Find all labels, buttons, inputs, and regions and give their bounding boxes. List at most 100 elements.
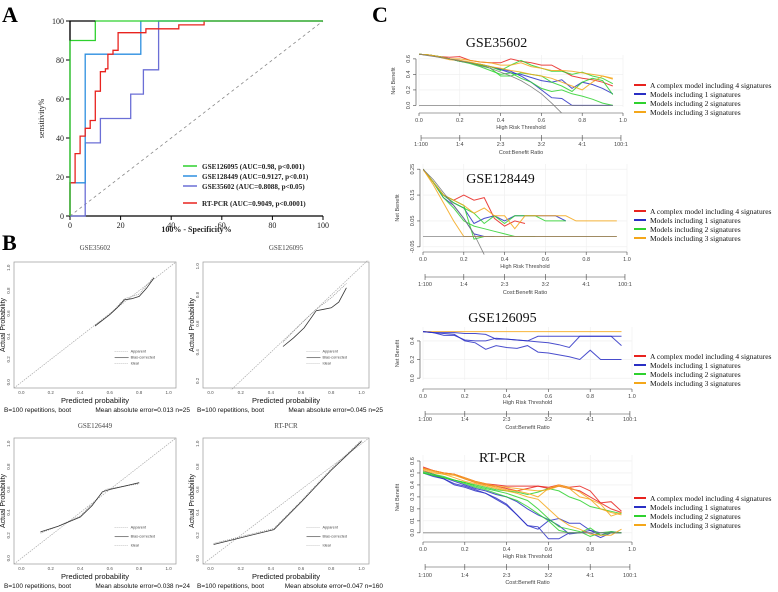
cost-tick-label: 2:3 bbox=[503, 417, 511, 423]
cost-tick-label: 1:100 bbox=[418, 417, 432, 423]
x-tick-label: 40 bbox=[167, 221, 175, 230]
x-tick-label: 1.0 bbox=[358, 566, 365, 571]
y-tick-label: 0.2 bbox=[6, 356, 11, 363]
decision-curve bbox=[419, 53, 613, 106]
x-tick-label: 0.8 bbox=[136, 566, 143, 571]
x-tick-label: 0.8 bbox=[586, 547, 594, 553]
calibration-lines bbox=[230, 260, 369, 390]
x-tick-label: 0.2 bbox=[456, 118, 464, 124]
x-axis-label: High Risk Threshold bbox=[496, 125, 545, 131]
x-tick-label: 0.2 bbox=[238, 566, 245, 571]
panel-label-b: B bbox=[2, 230, 17, 255]
apparent-line bbox=[40, 483, 140, 534]
x-tick-label: 0.4 bbox=[77, 390, 84, 395]
y-axis-label: Net Benefit bbox=[395, 194, 401, 222]
decision-curves bbox=[423, 466, 622, 540]
x-axis-label: Predicted probability bbox=[61, 572, 129, 581]
legend-label: Models including 3 signatures bbox=[650, 108, 741, 117]
y-tick-label: 0.6 bbox=[406, 55, 412, 63]
caption-left: B=100 repetitions, boot bbox=[197, 583, 264, 590]
bias-corrected-line bbox=[94, 277, 155, 327]
y-axis-label: Net Benefit bbox=[395, 339, 401, 367]
y-tick-label: 1.0 bbox=[6, 264, 11, 271]
x-tick-label: 0.4 bbox=[503, 547, 511, 553]
x-tick-label: 20 bbox=[117, 221, 125, 230]
y-tick-label: 0.2 bbox=[195, 532, 200, 539]
plot-frame bbox=[13, 261, 177, 389]
legend-label: Models including 3 signatures bbox=[650, 234, 741, 243]
cost-axis-label: Cost:Benefit Ratio bbox=[505, 425, 549, 431]
legend-label: GSE126095 (AUC=0.98, p<0.001) bbox=[202, 163, 305, 171]
chart-title: GSE128449 bbox=[466, 172, 534, 187]
decision-curves bbox=[419, 53, 614, 113]
chart-title: GSE35602 bbox=[466, 36, 527, 51]
x-tick-label: 0.8 bbox=[136, 390, 143, 395]
cost-tick-label: 2:3 bbox=[503, 573, 511, 579]
x-tick-label: 0.8 bbox=[582, 257, 590, 263]
legend-label: Models including 1 signatures bbox=[650, 503, 741, 512]
roc-curve bbox=[69, 20, 323, 216]
caption-right: Mean absolute error=0.047 n=160 bbox=[285, 583, 384, 590]
calibration-lines bbox=[203, 437, 369, 565]
decision-curve bbox=[423, 468, 622, 517]
x-axis-label: Predicted probability bbox=[252, 396, 320, 405]
decision-curves bbox=[423, 331, 622, 361]
legend-label: Bias-corrected bbox=[323, 356, 347, 360]
chart-title: GSE126449 bbox=[78, 422, 113, 430]
decision-curve bbox=[423, 168, 617, 230]
cost-tick-label: 3:2 bbox=[545, 573, 553, 579]
chart-title: RT-PCR bbox=[274, 422, 298, 430]
y-tick-label: 0.2 bbox=[195, 377, 200, 384]
y-tick-label: 0.6 bbox=[6, 310, 11, 317]
legend-label: Ideal bbox=[131, 544, 139, 548]
cost-tick-label: 100:1 bbox=[623, 417, 637, 423]
x-tick-label: 1.0 bbox=[623, 257, 631, 263]
legend-label: Models including 1 signatures bbox=[650, 361, 741, 370]
x-tick-label: 1.0 bbox=[358, 390, 365, 395]
y-tick-label: 01 bbox=[410, 518, 416, 524]
x-tick-label: 0.4 bbox=[503, 394, 511, 400]
x-axis-label: 100% - Specificity% bbox=[161, 225, 231, 234]
y-tick-label: 0.2 bbox=[406, 86, 412, 94]
y-tick-label: 0.0 bbox=[195, 555, 200, 562]
cost-tick-label: 4:1 bbox=[578, 142, 586, 148]
x-tick-label: 1.0 bbox=[619, 118, 627, 124]
x-tick-label: 0.0 bbox=[419, 547, 427, 553]
decision-curve bbox=[423, 331, 622, 342]
x-tick-label: 0.8 bbox=[328, 566, 335, 571]
y-tick-label: 0.0 bbox=[410, 374, 416, 382]
y-axis-label: Actual Probability bbox=[0, 297, 7, 352]
legend-label: Models including 2 signatures bbox=[650, 512, 741, 521]
panel-label-c: C bbox=[372, 2, 388, 27]
x-tick-label: 0.0 bbox=[18, 390, 25, 395]
cost-axis-label: Cost:Benefit Ratio bbox=[503, 290, 547, 296]
y-tick-label: 0.0 bbox=[6, 379, 11, 386]
cost-tick-label: 2:3 bbox=[501, 282, 509, 288]
y-tick-label: 0.05 bbox=[410, 216, 416, 227]
x-tick-label: 0.8 bbox=[328, 390, 335, 395]
cost-tick-label: 1:100 bbox=[418, 282, 432, 288]
y-tick-label: -0.05 bbox=[410, 241, 416, 254]
cost-tick-label: 1:4 bbox=[461, 573, 469, 579]
y-tick-label: 02 bbox=[410, 506, 416, 512]
calibration-lines bbox=[14, 261, 176, 389]
x-tick-label: 0.4 bbox=[268, 390, 275, 395]
ideal-line bbox=[230, 260, 369, 390]
y-tick-label: 0.8 bbox=[195, 291, 200, 298]
y-tick-label: 100 bbox=[52, 17, 64, 26]
apparent-line bbox=[282, 283, 347, 343]
y-tick-label: 80 bbox=[56, 56, 64, 65]
cost-tick-label: 1:100 bbox=[414, 142, 428, 148]
legend-label: A complex model including 4 signatures bbox=[650, 494, 772, 503]
legend-label: Models including 1 signatures bbox=[650, 90, 741, 99]
x-tick-label: 0.6 bbox=[107, 390, 114, 395]
x-tick-label: 0.6 bbox=[545, 547, 553, 553]
plot-frame bbox=[202, 261, 370, 389]
bias-corrected-line bbox=[213, 441, 362, 545]
y-tick-label: 0.8 bbox=[6, 463, 11, 470]
cost-tick-label: 100:1 bbox=[614, 142, 628, 148]
x-tick-label: 0.8 bbox=[578, 118, 586, 124]
legend-label: Models including 2 signatures bbox=[650, 225, 741, 234]
legend-label: Ideal bbox=[323, 544, 331, 548]
